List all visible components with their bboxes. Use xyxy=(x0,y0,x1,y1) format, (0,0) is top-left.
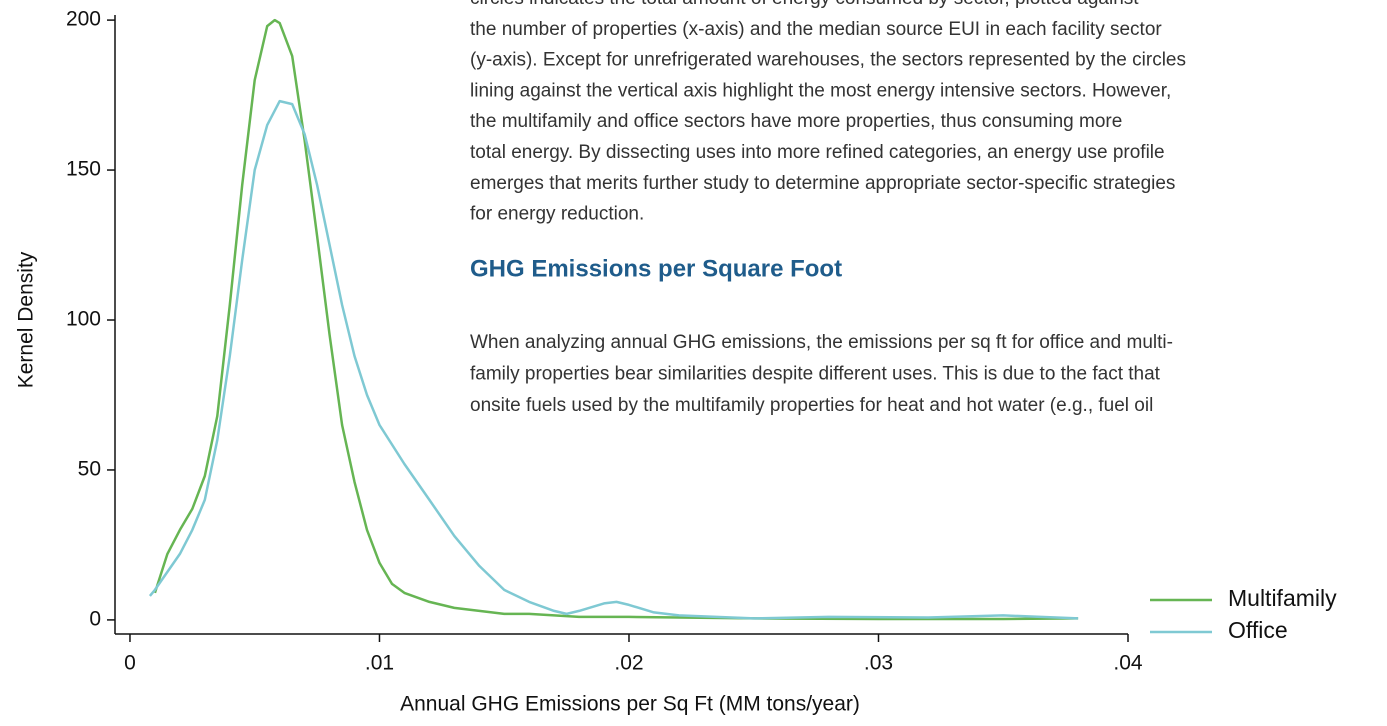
x-tick-label: .04 xyxy=(1113,652,1143,675)
density-line xyxy=(148,99,1079,620)
y-axis-label: Kernel Density xyxy=(15,251,38,388)
paragraph-line: When analyzing annual GHG emissions, the… xyxy=(470,332,1173,353)
section-heading: GHG Emissions per Square Foot xyxy=(470,255,842,282)
y-tick-label: 200 xyxy=(66,8,101,31)
x-tick-label: .01 xyxy=(365,652,394,675)
paragraph-line: the number of properties (x-axis) and th… xyxy=(470,19,1162,40)
paragraph-line: emerges that merits further study to det… xyxy=(470,173,1175,194)
x-axis-label: Annual GHG Emissions per Sq Ft (MM tons/… xyxy=(400,693,860,716)
paragraph-line: (y-axis). Except for unrefrigerated ware… xyxy=(470,50,1186,71)
density-line xyxy=(153,18,1079,621)
x-tick-label: .03 xyxy=(864,652,893,675)
y-tick-label: 50 xyxy=(78,457,101,480)
paragraph-line: circles indicates the total amount of en… xyxy=(470,0,1139,9)
legend-label: Multifamily xyxy=(1228,585,1337,611)
x-tick-label: .02 xyxy=(614,652,643,675)
paragraph-line: total energy. By dissecting uses into mo… xyxy=(470,142,1165,163)
legend-label: Office xyxy=(1228,617,1288,643)
y-tick-label: 150 xyxy=(66,158,101,181)
x-tick-label: 0 xyxy=(124,652,136,675)
paragraph-line: the multifamily and office sectors have … xyxy=(470,111,1122,132)
paragraph-line: onsite fuels used by the multifamily pro… xyxy=(470,395,1153,416)
paragraph-line: for energy reduction. xyxy=(470,204,644,225)
paragraph-line: lining against the vertical axis highlig… xyxy=(470,80,1171,101)
y-tick-label: 100 xyxy=(66,308,101,331)
y-tick-label: 0 xyxy=(89,607,101,630)
paragraph-line: family properties bear similarities desp… xyxy=(470,364,1161,385)
